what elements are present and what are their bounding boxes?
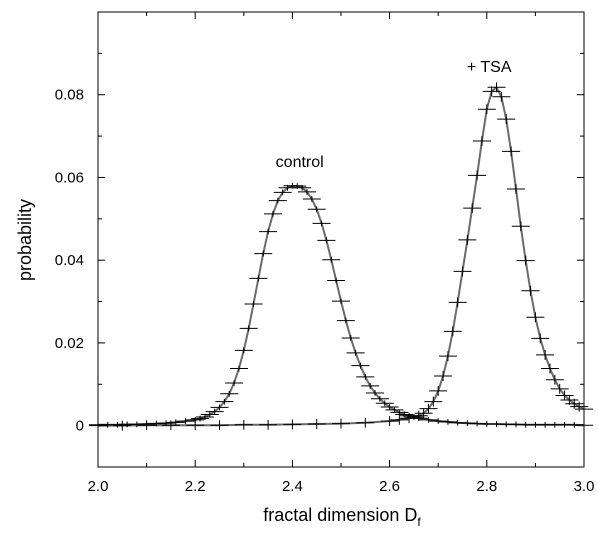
y-tick-label: 0 [76, 418, 84, 435]
y-axis-label: probability [15, 199, 35, 281]
y-tick-label: 0.04 [55, 252, 84, 269]
x-tick-label: 2.4 [282, 478, 303, 495]
fit-curves [98, 86, 585, 427]
y-tick-label: 0.06 [55, 169, 84, 186]
x-axis-label-subscript: f [417, 515, 421, 529]
x-axis-label: fractal dimension Df [263, 505, 421, 529]
x-tick-label: 2.0 [88, 478, 109, 495]
plot-frame [97, 11, 585, 468]
data-markers [89, 82, 593, 431]
annotation-control: control [276, 154, 324, 171]
fit-curve-tsa [98, 86, 585, 427]
annotations: control + TSA [276, 59, 512, 171]
y-tick-label: 0.08 [55, 87, 84, 104]
x-tick-label: 2.6 [379, 478, 400, 495]
x-tick-label: 2.2 [185, 478, 206, 495]
x-axis-label-text: fractal dimension D [263, 505, 417, 525]
y-tick-label: 0.02 [55, 335, 84, 352]
x-tick-label: 2.8 [476, 478, 497, 495]
fit-curve-control [98, 184, 585, 427]
annotation-tsa: + TSA [467, 59, 512, 76]
x-tick-label: 3.0 [574, 478, 595, 495]
axes: 2.0 2.2 2.4 2.6 2.8 3.0 0 0.02 0.04 0.06 0.08 [55, 12, 595, 495]
